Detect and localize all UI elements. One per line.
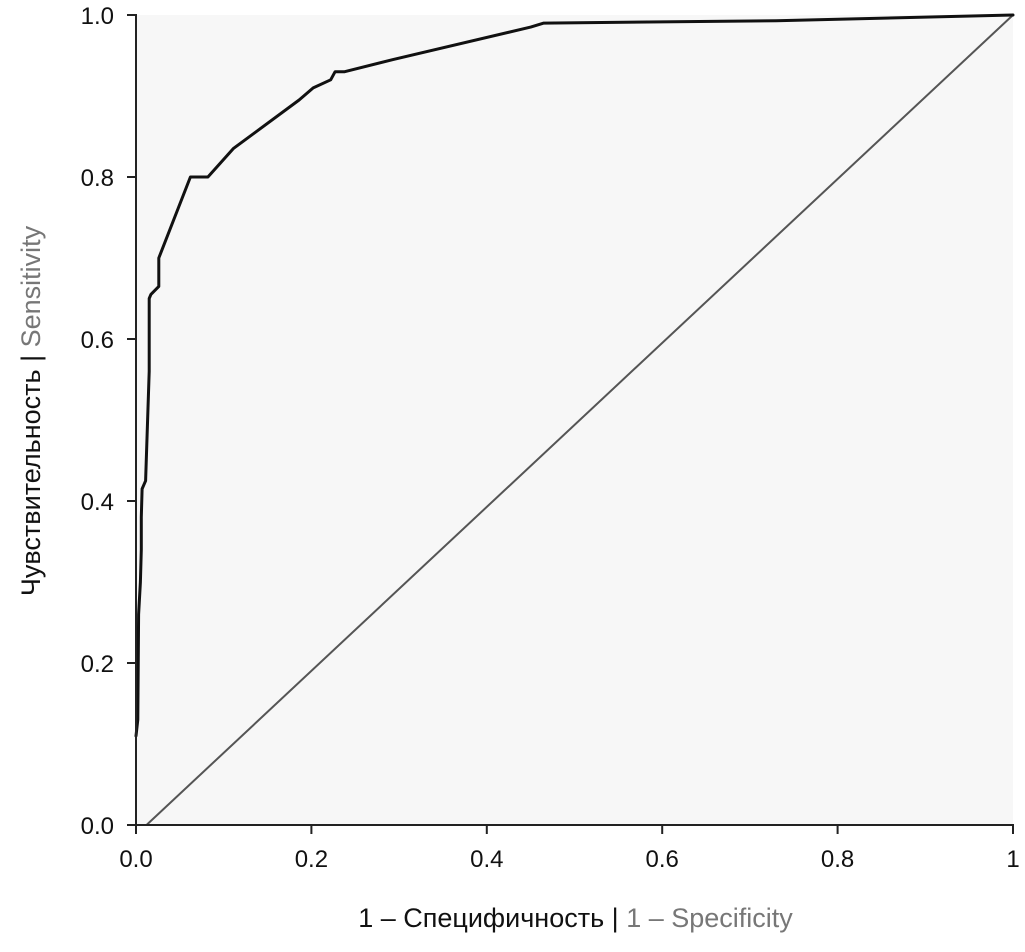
roc-curve-line (134, 13, 1015, 738)
x-axis-label: 1 – Специфичность | 1 – Specificity (358, 903, 793, 933)
x-axis-label-primary: 1 – Специфичность | (358, 903, 618, 933)
x-tick-label: 1 (1006, 846, 1019, 873)
x-tick-label: 0.2 (295, 846, 328, 873)
reference-diagonal-line (145, 14, 1014, 826)
y-tick-label: 0.2 (81, 651, 114, 678)
x-tick-label: 0.6 (646, 846, 679, 873)
x-tick-label: 0.4 (470, 846, 503, 873)
y-axis-label: Чувствительность | Sensitivity (16, 225, 46, 596)
y-tick-label: 0.4 (81, 489, 114, 516)
y-axis-label-secondary: Sensitivity (16, 225, 46, 355)
y-tick-label: 1.0 (81, 3, 114, 30)
x-axis-label-secondary: 1 – Specificity (619, 903, 794, 933)
y-tick-label: 0.0 (81, 813, 114, 840)
x-tick-label: 0.0 (119, 846, 152, 873)
x-tick-label: 0.8 (821, 846, 854, 873)
plot-area (136, 15, 1013, 825)
y-axis-label-primary: Чувствительность | (16, 355, 46, 596)
y-tick-label: 0.8 (81, 165, 114, 192)
y-tick-label: 0.6 (81, 327, 114, 354)
